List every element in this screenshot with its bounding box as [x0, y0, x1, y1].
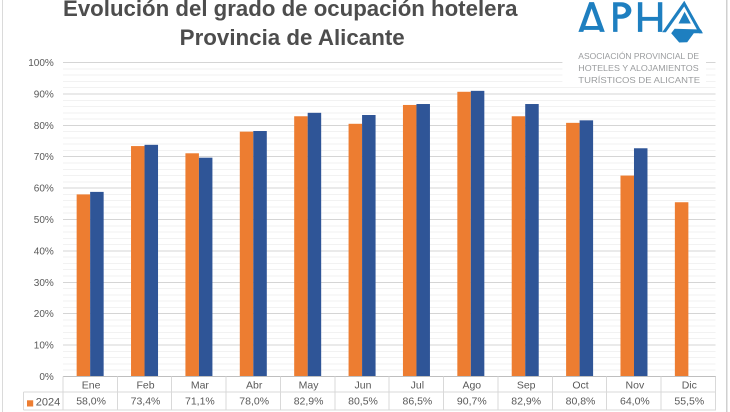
svg-text:Dic: Dic: [682, 379, 697, 391]
svg-text:82,9%: 82,9%: [511, 396, 541, 408]
svg-text:50%: 50%: [34, 215, 54, 226]
svg-text:Abr: Abr: [246, 379, 263, 391]
svg-text:Nov: Nov: [626, 379, 645, 391]
svg-text:60%: 60%: [34, 184, 54, 195]
svg-text:71,1%: 71,1%: [185, 396, 215, 408]
svg-text:30%: 30%: [34, 278, 54, 289]
svg-text:Sep: Sep: [517, 379, 536, 391]
svg-text:100%: 100%: [28, 58, 54, 69]
svg-text:80%: 80%: [34, 121, 54, 132]
svg-text:0%: 0%: [39, 372, 54, 383]
svg-text:40%: 40%: [34, 246, 54, 257]
svg-text:82,9%: 82,9%: [294, 396, 324, 408]
svg-text:90,7%: 90,7%: [457, 396, 487, 408]
svg-text:Evolución del grado de ocupaci: Evolución del grado de ocupación hoteler…: [63, 0, 518, 21]
svg-text:Ago: Ago: [462, 379, 481, 391]
svg-text:Provincia de Alicante: Provincia de Alicante: [180, 25, 405, 50]
svg-text:HOTELES Y ALOJAMIENTOS: HOTELES Y ALOJAMIENTOS: [578, 63, 699, 73]
svg-text:Oct: Oct: [572, 379, 588, 391]
svg-text:TURÍSTICOS DE ALICANTE: TURÍSTICOS DE ALICANTE: [578, 75, 700, 85]
svg-text:86,5%: 86,5%: [403, 396, 433, 408]
svg-text:20%: 20%: [34, 309, 54, 320]
svg-text:73,4%: 73,4%: [131, 396, 161, 408]
svg-text:80,8%: 80,8%: [566, 396, 596, 408]
svg-text:Feb: Feb: [136, 379, 154, 391]
svg-text:Mar: Mar: [191, 379, 210, 391]
svg-text:64,0%: 64,0%: [620, 396, 650, 408]
svg-text:May: May: [299, 379, 320, 391]
svg-text:Jul: Jul: [411, 379, 424, 391]
svg-text:70%: 70%: [34, 152, 54, 163]
svg-text:2024: 2024: [36, 396, 60, 408]
svg-text:78,0%: 78,0%: [239, 396, 269, 408]
svg-text:80,5%: 80,5%: [348, 396, 378, 408]
svg-text:55,5%: 55,5%: [674, 396, 704, 408]
svg-text:ASOCIACIÓN PROVINCIAL DE: ASOCIACIÓN PROVINCIAL DE: [578, 51, 699, 61]
svg-text:58,0%: 58,0%: [76, 396, 106, 408]
svg-text:Ene: Ene: [82, 379, 101, 391]
svg-text:10%: 10%: [34, 341, 54, 352]
svg-text:Jun: Jun: [355, 379, 372, 391]
svg-text:90%: 90%: [34, 90, 54, 101]
